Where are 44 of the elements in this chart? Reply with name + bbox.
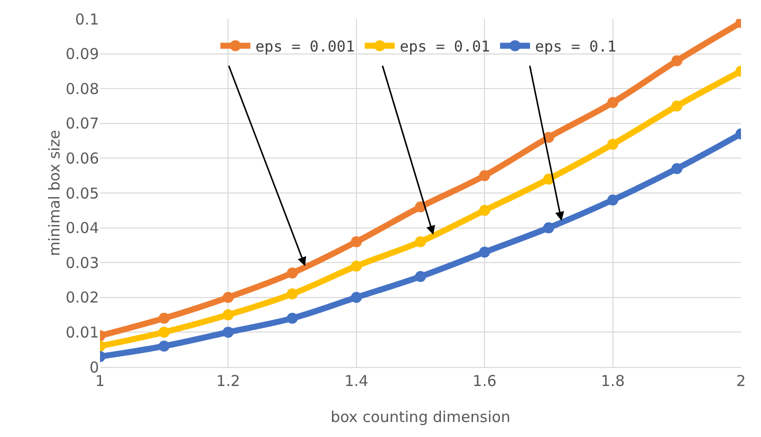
point <box>479 246 490 258</box>
point <box>350 292 362 303</box>
x-tick-label: 1.2 <box>216 372 240 390</box>
y-tick-label: 0.02 <box>66 288 99 307</box>
point <box>607 97 618 108</box>
point <box>350 236 362 248</box>
point <box>607 194 618 206</box>
point <box>479 170 490 182</box>
point <box>543 222 554 234</box>
legend-label: eps = 0.1 <box>535 38 616 56</box>
y-tick-label: 0.03 <box>66 254 99 272</box>
point <box>222 326 234 338</box>
point <box>286 312 298 324</box>
point <box>286 288 298 300</box>
point <box>671 55 682 66</box>
y-axis-title: minimal box size <box>46 130 64 256</box>
y-tick-label: 0.09 <box>66 45 99 64</box>
point <box>222 309 234 320</box>
x-axis-title: box counting dimension <box>330 408 510 426</box>
y-tick-label: 0.07 <box>66 114 99 133</box>
point <box>158 312 170 324</box>
legend-label: eps = 0.001 <box>255 38 355 56</box>
y-tick-label: 0.06 <box>66 149 99 168</box>
point <box>415 236 426 248</box>
x-tick-label: 1.6 <box>472 372 497 390</box>
y-tick-label: 0.1 <box>75 10 99 28</box>
point <box>158 340 170 352</box>
point <box>286 268 298 279</box>
x-tick-label: 1.4 <box>344 372 368 390</box>
point <box>479 204 490 216</box>
point <box>671 100 682 112</box>
point <box>607 138 618 150</box>
x-tick-label: 2 <box>736 372 746 390</box>
legend-label: eps = 0.01 <box>400 38 490 56</box>
y-tick-label: 0.04 <box>66 219 99 238</box>
point <box>222 292 234 303</box>
x-tick-label: 1.8 <box>600 372 625 390</box>
y-tick-label: 0.08 <box>66 80 99 98</box>
y-tick-label: 0.05 <box>66 184 99 202</box>
y-tick-label: 0.01 <box>66 323 99 342</box>
point <box>415 271 426 282</box>
point <box>158 326 170 338</box>
point <box>350 260 362 272</box>
point <box>671 163 682 174</box>
